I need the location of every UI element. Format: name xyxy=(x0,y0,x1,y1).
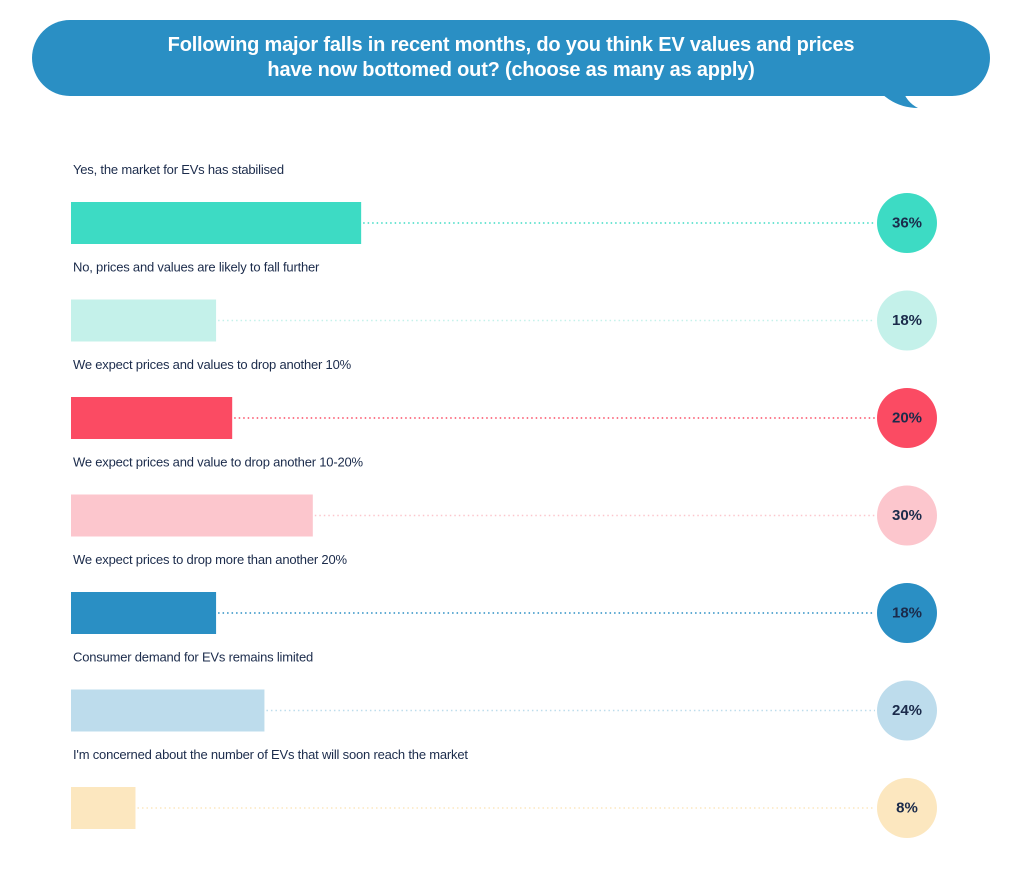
value-badge xyxy=(877,583,937,643)
value-badge xyxy=(877,388,937,448)
category-label: I'm concerned about the number of EVs th… xyxy=(73,747,468,762)
category-label: Consumer demand for EVs remains limited xyxy=(73,650,313,665)
bar xyxy=(71,689,265,732)
bar xyxy=(71,397,233,439)
chart-title: Following major falls in recent months, … xyxy=(167,34,855,81)
bar xyxy=(71,592,217,634)
category-label: We expect prices to drop more than anoth… xyxy=(73,552,347,567)
chart-row: Yes, the market for EVs has stabilised 36… xyxy=(71,162,937,253)
data-label: 18% xyxy=(892,312,922,329)
data-label: 36% xyxy=(892,215,922,232)
chart-row: Consumer demand for EVs remains limited 2… xyxy=(71,650,937,741)
value-badge xyxy=(877,290,937,351)
category-label: No, prices and values are likely to fall… xyxy=(73,260,320,275)
speech-bubble-tail xyxy=(872,88,918,108)
title-banner: Following major falls in recent months, … xyxy=(32,20,990,96)
data-label: 30% xyxy=(892,507,922,524)
bar xyxy=(71,202,362,244)
data-label: 20% xyxy=(892,410,922,427)
value-badge xyxy=(877,680,937,741)
data-label: 18% xyxy=(892,605,922,622)
bar xyxy=(71,494,313,537)
value-badge xyxy=(877,193,937,253)
bar xyxy=(71,299,217,342)
chart-row: No, prices and values are likely to fall… xyxy=(71,260,937,351)
chart-row: We expect prices to drop more than anoth… xyxy=(71,552,937,643)
value-badge xyxy=(877,485,937,546)
data-label: 8% xyxy=(896,800,918,817)
data-label: 24% xyxy=(892,702,922,719)
value-badge xyxy=(877,778,937,838)
category-label: We expect prices and values to drop anot… xyxy=(73,357,352,372)
chart-row: We expect prices and values to drop anot… xyxy=(71,357,937,448)
category-label: We expect prices and value to drop anoth… xyxy=(73,455,364,470)
chart-row: I'm concerned about the number of EVs th… xyxy=(71,747,937,838)
category-label: Yes, the market for EVs has stabilised xyxy=(73,162,284,177)
chart-row: We expect prices and value to drop anoth… xyxy=(71,455,937,546)
bar xyxy=(71,787,136,829)
